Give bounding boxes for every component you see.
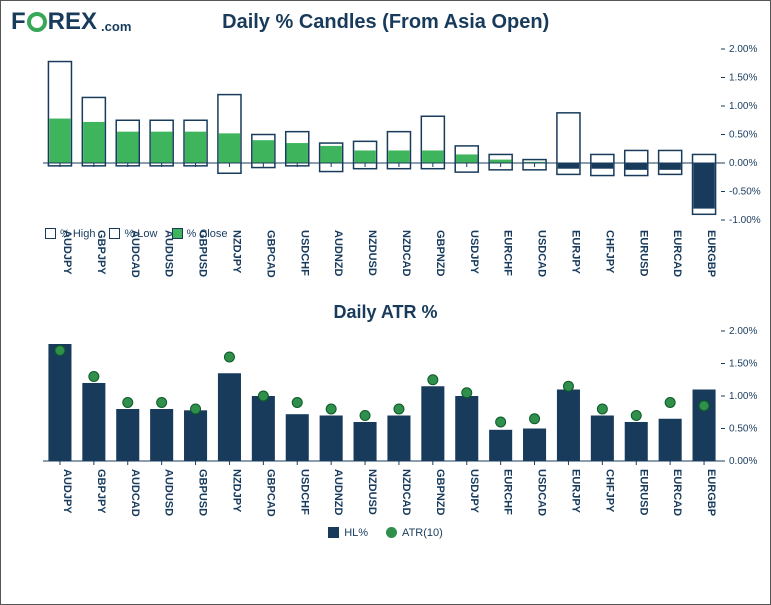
legend-label: HL% [344,527,368,539]
svg-text:-1.00%: -1.00% [729,215,761,224]
svg-text:EURGBP: EURGBP [705,469,717,516]
svg-text:NZDJPY: NZDJPY [230,230,242,274]
svg-text:1.50%: 1.50% [729,359,757,370]
svg-text:EURJPY: EURJPY [569,469,581,514]
svg-text:1.00%: 1.00% [729,101,757,112]
legend-label: % Close [187,228,228,240]
svg-text:GBPNZD: GBPNZD [434,230,446,277]
chart1-title: Daily % Candles (From Asia Open) [131,11,640,34]
svg-text:NZDJPY: NZDJPY [230,469,242,513]
svg-text:EURCHF: EURCHF [502,230,514,276]
chart1-legend: % High % Low % Close [45,228,227,240]
legend-item: % Low [109,228,157,240]
chart2-legend: HL% ATR(10) [1,527,770,539]
svg-text:EURUSD: EURUSD [637,469,649,516]
svg-text:NZDCAD: NZDCAD [400,230,412,276]
svg-text:0.00%: 0.00% [729,456,757,465]
logo-text-f: F [11,8,26,36]
svg-text:USDJPY: USDJPY [468,230,480,275]
svg-text:USDCAD: USDCAD [536,469,548,516]
svg-text:EURUSD: EURUSD [637,230,649,277]
svg-text:EURCAD: EURCAD [671,469,683,516]
svg-text:CHFJPY: CHFJPY [603,469,615,513]
chart1-candles: -1.00% -0.50% 0.00% 0.50% 1.00% 1.50% 2.00% [1,39,770,224]
svg-text:NZDCAD: NZDCAD [400,469,412,515]
svg-text:USDCHF: USDCHF [298,469,310,515]
svg-text:0.50%: 0.50% [729,130,757,141]
svg-text:AUDCAD: AUDCAD [129,469,141,517]
chart-container: F REX .com Daily % Candles (From Asia Op… [0,0,771,605]
chart2-title: Daily ATR % [1,302,770,323]
svg-text:EURCAD: EURCAD [671,230,683,277]
logo-o-icon [27,12,47,32]
svg-text:EURGBP: EURGBP [705,230,717,277]
svg-text:-0.50%: -0.50% [729,187,761,198]
header: F REX .com Daily % Candles (From Asia Op… [1,1,770,39]
legend-label: % Low [124,228,157,240]
svg-text:0.50%: 0.50% [729,424,757,435]
svg-text:CHFJPY: CHFJPY [603,230,615,274]
svg-text:GBPJPY: GBPJPY [95,469,107,514]
svg-text:USDJPY: USDJPY [468,469,480,514]
legend-label: ATR(10) [402,527,443,539]
svg-text:0.00%: 0.00% [729,158,757,169]
svg-text:1.00%: 1.00% [729,391,757,402]
svg-text:USDCAD: USDCAD [536,230,548,277]
legend-item: % High [45,228,95,240]
logo-suffix: .com [101,19,131,34]
svg-text:USDCHF: USDCHF [298,230,310,276]
legend-label: % High [60,228,95,240]
svg-text:EURCHF: EURCHF [502,469,514,515]
forex-logo: F REX .com [11,8,131,36]
chart2-atr: 0.00% 0.50% 1.00% 1.50% 2.00% [1,323,770,465]
svg-text:GBPUSD: GBPUSD [197,469,209,516]
svg-text:AUDJPY: AUDJPY [61,469,73,514]
svg-text:1.50%: 1.50% [729,73,757,84]
svg-text:GBPCAD: GBPCAD [264,230,276,278]
svg-text:NZDUSD: NZDUSD [366,230,378,276]
logo-text-rex: REX [48,8,97,36]
legend-item: % Close [172,228,228,240]
legend-item: HL% [328,527,368,539]
svg-text:GBPCAD: GBPCAD [264,469,276,517]
legend-item: ATR(10) [386,527,443,539]
svg-text:AUDUSD: AUDUSD [163,469,175,516]
svg-text:AUDNZD: AUDNZD [332,230,344,276]
svg-text:AUDNZD: AUDNZD [332,469,344,515]
svg-text:NZDUSD: NZDUSD [366,469,378,515]
svg-text:2.00%: 2.00% [729,44,757,55]
svg-text:2.00%: 2.00% [729,326,757,337]
svg-text:GBPNZD: GBPNZD [434,469,446,516]
svg-text:EURJPY: EURJPY [569,230,581,275]
